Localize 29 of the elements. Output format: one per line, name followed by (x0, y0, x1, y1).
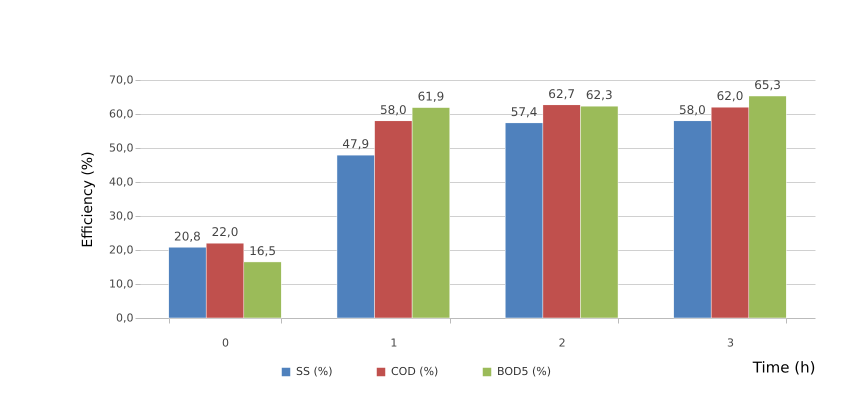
legend-label: COD (%) (391, 365, 438, 378)
y-tick-label: 10,0 (109, 278, 134, 290)
legend-label: SS (%) (296, 365, 332, 378)
y-tick-label: 50,0 (109, 142, 134, 154)
data-label: 16,5 (249, 244, 276, 258)
x-tick-label: 1 (390, 336, 398, 350)
x-tick-label: 0 (222, 336, 230, 350)
x-tick-label: 3 (726, 336, 734, 350)
data-label: 20,8 (174, 229, 201, 244)
y-tick-label: 20,0 (109, 244, 134, 256)
y-tick-label: 0,0 (116, 312, 134, 324)
legend-label: BOD5 (%) (497, 365, 552, 378)
y-tick-label: 30,0 (109, 210, 134, 222)
x-tick-label: 2 (558, 336, 566, 350)
data-label: 58,0 (679, 102, 706, 117)
data-label: 47,9 (342, 137, 370, 152)
y-axis-title: Efficiency (%) (80, 151, 96, 248)
y-tick-label: 40,0 (109, 176, 134, 188)
data-label: 58,0 (380, 102, 407, 117)
data-label: 65,3 (754, 78, 781, 92)
data-label: 22,0 (212, 225, 238, 240)
data-label: 62,7 (548, 86, 576, 101)
y-tick-label: 60,0 (109, 108, 134, 120)
y-tick-label: 70,0 (109, 74, 134, 86)
data-label: 62,0 (716, 89, 744, 104)
data-label: 62,3 (586, 88, 613, 102)
data-label: 61,9 (418, 90, 444, 104)
data-label: 57,4 (510, 104, 538, 119)
x-axis-title: Time (h) (752, 358, 816, 376)
